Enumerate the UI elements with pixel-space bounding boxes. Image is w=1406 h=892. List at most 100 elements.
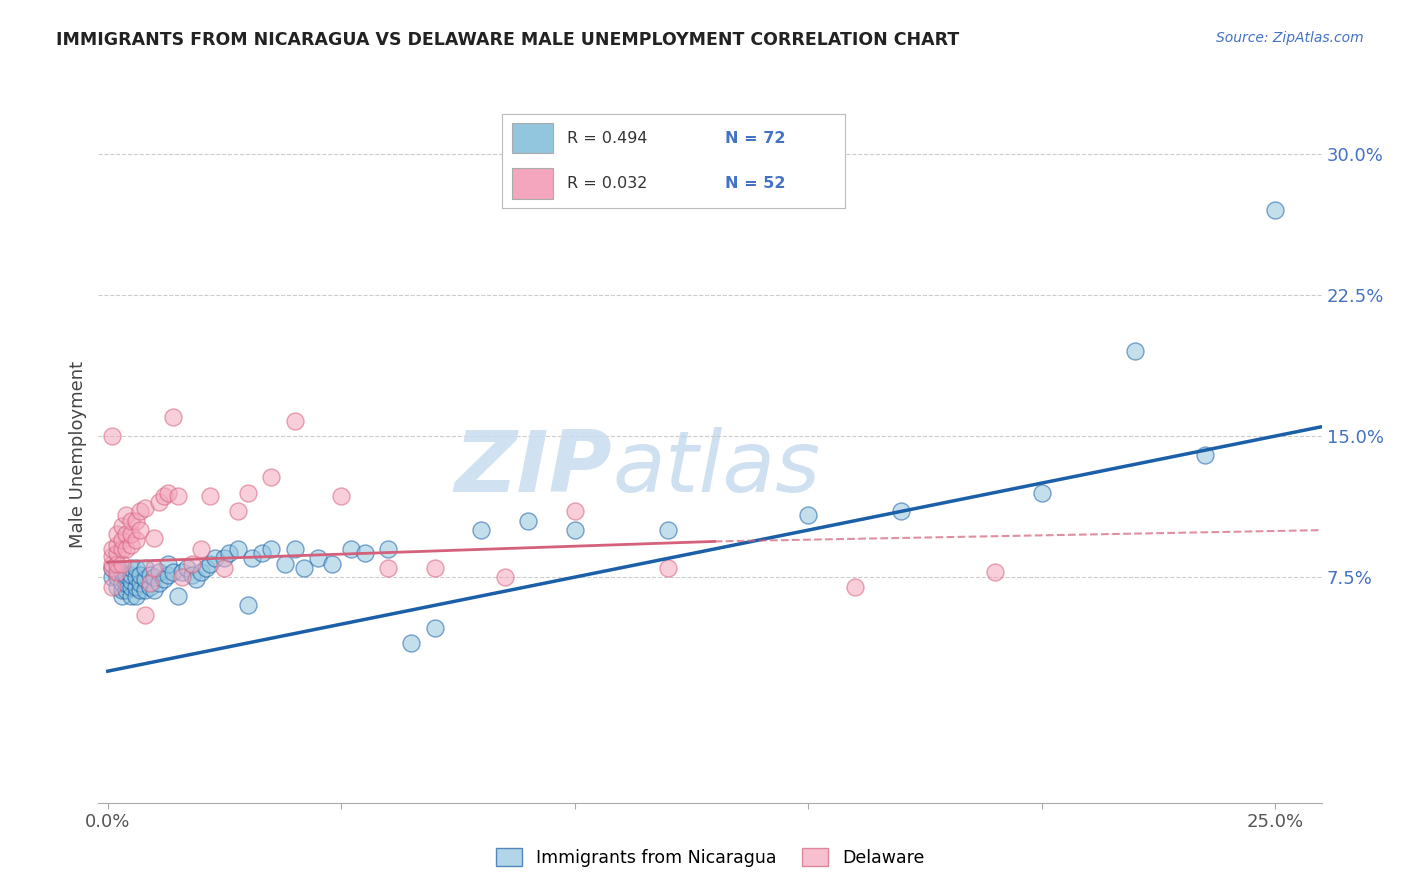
Point [125,514,148,528]
Point [228,541,250,556]
Point [139,580,162,594]
Point [516,514,538,528]
Point [143,583,166,598]
Point [125,533,148,547]
Point [283,414,305,428]
Point [101,560,124,574]
Y-axis label: Male Unemployment: Male Unemployment [69,361,87,549]
Point [134,500,156,515]
Point [120,574,142,588]
Point [125,560,148,574]
Point [111,565,134,579]
Point [105,546,128,560]
Point [260,470,283,484]
Point [157,557,180,571]
Point [1031,485,1053,500]
Point [129,568,152,582]
Point [111,519,134,533]
Point [176,560,198,574]
Point [120,568,142,582]
Point [194,560,217,574]
Point [377,560,399,574]
Point [890,504,912,518]
Text: atlas: atlas [612,427,820,510]
Point [105,538,128,552]
Point [152,572,174,586]
Point [200,489,222,503]
Point [134,607,156,622]
Point [115,575,138,590]
Point [101,549,124,564]
Point [134,572,156,586]
Point [236,485,259,500]
Point [180,557,202,571]
Point [105,570,128,584]
Point [134,560,156,574]
Point [470,523,492,537]
Point [564,523,586,537]
Point [143,560,166,574]
Point [115,508,138,522]
Point [353,546,375,560]
Point [657,523,679,537]
Point [148,575,170,590]
Point [214,551,236,566]
Point [111,589,134,603]
Point [321,557,343,571]
Point [200,557,222,571]
Point [166,489,188,503]
Point [797,508,820,522]
Point [494,570,516,584]
Point [984,565,1007,579]
Point [105,527,128,541]
Point [274,557,297,571]
Point [228,504,250,518]
Point [242,551,264,566]
Point [115,541,138,556]
Point [139,575,162,590]
Point [204,551,226,566]
Point [129,523,152,537]
Point [180,568,202,582]
Point [330,489,353,503]
Point [120,560,142,574]
Point [111,541,134,556]
Point [134,583,156,598]
Point [214,560,236,574]
Point [101,557,124,571]
Point [111,575,134,590]
Point [186,572,208,586]
Text: IMMIGRANTS FROM NICARAGUA VS DELAWARE MALE UNEMPLOYMENT CORRELATION CHART: IMMIGRANTS FROM NICARAGUA VS DELAWARE MA… [56,31,959,49]
Point [162,565,184,579]
Point [157,568,180,582]
Legend: Immigrants from Nicaragua, Delaware: Immigrants from Nicaragua, Delaware [489,841,931,874]
Point [120,589,142,603]
Point [129,504,152,518]
Point [129,575,152,590]
Point [423,621,446,635]
Point [844,580,866,594]
Point [101,570,124,584]
Point [218,546,240,560]
Point [152,489,174,503]
Point [1194,448,1216,462]
Point [125,580,148,594]
Point [111,557,134,571]
Point [657,560,679,574]
Point [120,580,142,594]
Point [260,541,283,556]
Point [101,429,124,443]
Point [105,557,128,571]
Point [115,568,138,582]
Point [399,636,422,650]
Text: Source: ZipAtlas.com: Source: ZipAtlas.com [1216,31,1364,45]
Point [162,410,184,425]
Point [125,589,148,603]
Point [129,583,152,598]
Point [307,551,329,566]
Point [564,504,586,518]
Point [105,580,128,594]
Point [120,514,142,528]
Point [423,560,446,574]
Point [111,583,134,598]
